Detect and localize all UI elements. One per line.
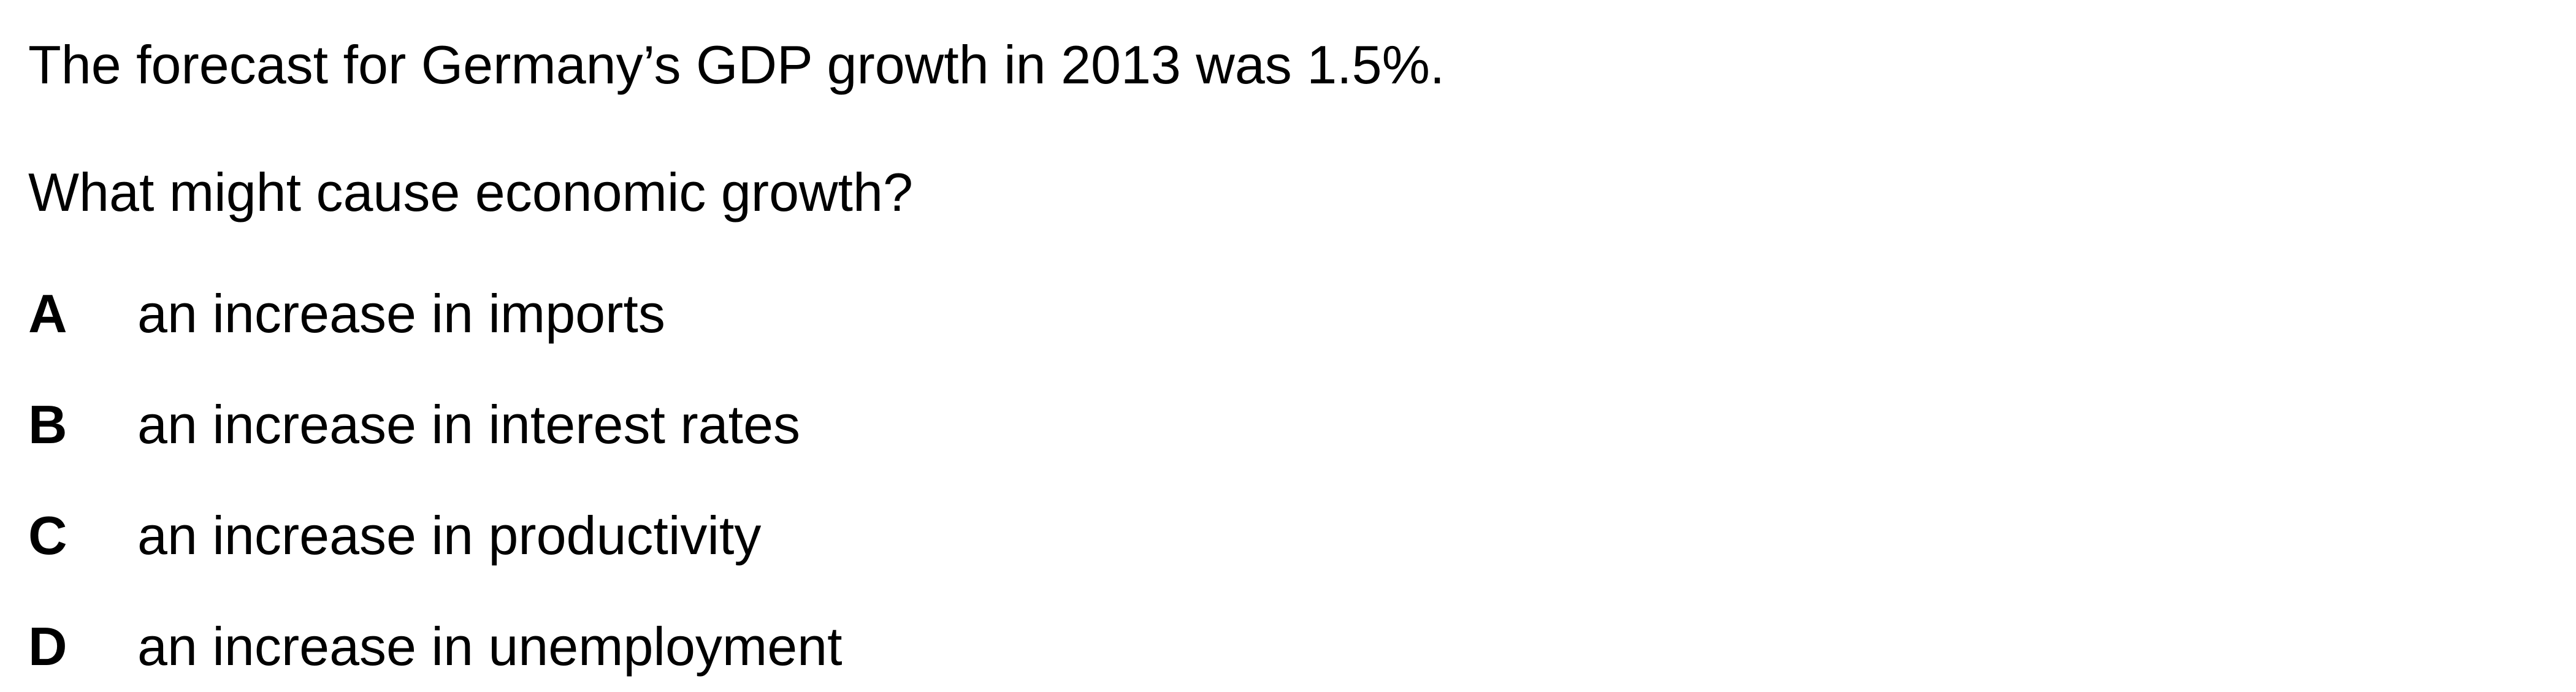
option-text: an increase in interest rates bbox=[137, 394, 801, 455]
answer-option-c: C an increase in productivity bbox=[28, 505, 1500, 566]
answer-option-a: A an increase in imports bbox=[28, 283, 1500, 344]
question-prompt: What might cause economic growth? bbox=[28, 162, 913, 222]
option-letter: B bbox=[28, 394, 67, 455]
option-letter: D bbox=[28, 616, 67, 677]
option-letter: C bbox=[28, 505, 67, 566]
option-text: an increase in imports bbox=[137, 283, 665, 344]
answer-option-b: B an increase in interest rates bbox=[28, 394, 1500, 455]
option-text: an increase in unemployment bbox=[137, 616, 843, 677]
option-letter: A bbox=[28, 283, 67, 344]
answer-option-d: D an increase in unemployment bbox=[28, 616, 1500, 677]
question-context: The forecast for Germany’s GDP growth in… bbox=[28, 34, 1445, 95]
option-text: an increase in productivity bbox=[137, 505, 762, 566]
